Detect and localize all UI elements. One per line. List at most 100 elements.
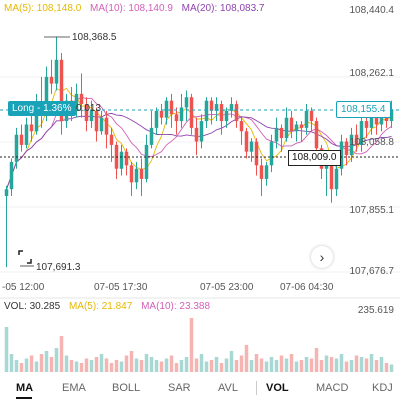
volume-bar <box>359 357 364 372</box>
volume-bar <box>329 357 334 372</box>
volume-bar <box>84 358 89 372</box>
low-price-label: 107,691.3 <box>36 262 81 273</box>
volume-bar <box>74 361 79 372</box>
volume-bar <box>384 363 389 372</box>
volume-bar <box>149 357 154 372</box>
y-tick-4: 107,855.1 <box>349 205 395 216</box>
volume-bar <box>79 363 84 372</box>
volume-bar <box>119 361 124 372</box>
volume-axis-max: 235.619 <box>357 305 394 316</box>
candle-body <box>374 114 379 125</box>
candle-body <box>229 104 234 111</box>
candle-body <box>164 100 169 118</box>
candle-body <box>84 104 89 122</box>
volume-bar <box>324 355 329 372</box>
tab-vol[interactable]: VOL <box>266 382 289 394</box>
volume-value: VOL: 30.285 <box>4 301 61 312</box>
y-tick-1: 108,440.4 <box>349 5 395 16</box>
volume-bar <box>24 358 29 372</box>
volume-bar <box>124 355 129 372</box>
candle-body <box>299 124 304 128</box>
candle-body <box>309 110 314 122</box>
volume-bar <box>169 355 174 372</box>
tab-sar[interactable]: SAR <box>168 382 191 394</box>
candle-body <box>349 134 354 156</box>
candle-body <box>189 97 194 128</box>
candle-body <box>24 124 29 145</box>
candle-body <box>119 151 124 169</box>
candle-body <box>144 144 149 179</box>
volume-bar <box>29 355 34 372</box>
candle-body <box>324 165 329 169</box>
tab-macd[interactable]: MACD <box>316 382 349 394</box>
volume-bar <box>259 358 264 372</box>
candle-body <box>334 168 339 190</box>
ma-legend: MA(5): 108,148.0 MA(10): 108,140.9 MA(20… <box>4 3 270 14</box>
candle-body <box>4 189 9 196</box>
volume-bar <box>344 361 349 372</box>
volume-bar <box>224 358 229 372</box>
candle-body <box>224 110 229 122</box>
volume-bar <box>189 318 194 372</box>
candle-body <box>329 165 334 190</box>
volume-bar <box>174 363 179 372</box>
candle-body <box>129 165 134 183</box>
candle-body <box>254 141 259 166</box>
volume-bar <box>9 354 14 372</box>
candle-body <box>169 100 174 115</box>
volume-bar <box>354 355 359 372</box>
volume-bar <box>374 360 379 372</box>
volume-bar <box>289 354 294 372</box>
volume-bar <box>304 357 309 372</box>
candle-body <box>9 161 14 190</box>
volume-bar <box>99 354 104 372</box>
position-badge[interactable]: Long - 1.36% <box>8 101 76 116</box>
candle-body <box>204 100 209 122</box>
candle-body <box>239 121 244 132</box>
volume-bar <box>209 360 214 372</box>
candle-body <box>89 110 94 122</box>
crop-frame-icon[interactable] <box>18 250 32 264</box>
tab-ma[interactable]: MA <box>16 382 34 394</box>
volume-bar <box>179 360 184 372</box>
candle-body <box>389 109 394 122</box>
candle-body <box>269 141 274 166</box>
candles-layer <box>4 36 394 268</box>
price-chart[interactable] <box>0 0 400 376</box>
indicator-tabs: MA EMA BOLL SAR AVL VOL MACD KDJ <box>0 376 400 400</box>
volume-bar <box>54 348 59 372</box>
candle-body <box>264 165 269 179</box>
high-price-label: 108,368.5 <box>72 32 117 43</box>
candle-body <box>184 97 189 108</box>
tab-avl[interactable]: AVL <box>218 382 238 394</box>
volume-bar <box>164 358 169 372</box>
candle-body <box>134 168 139 183</box>
candle-body <box>209 100 214 111</box>
position-value: 0.013 <box>76 103 102 114</box>
volume-ma10: MA(10): 23.388 <box>141 301 211 312</box>
tab-ema[interactable]: EMA <box>62 382 86 394</box>
chevron-right-icon[interactable]: › <box>311 246 333 268</box>
volume-bar <box>284 358 289 372</box>
tab-separator <box>256 381 257 395</box>
candle-body <box>314 121 319 149</box>
volume-bar <box>379 357 384 372</box>
candle-body <box>179 107 184 122</box>
volume-bar <box>39 354 44 372</box>
volume-bar <box>4 327 9 372</box>
candle-body <box>369 114 374 128</box>
last-price-tag[interactable]: 108,009.0 <box>288 150 341 166</box>
volume-bar <box>364 358 369 372</box>
volume-bar <box>214 357 219 372</box>
tab-kdj[interactable]: KDJ <box>372 382 393 394</box>
volume-bar <box>389 364 394 372</box>
candle-body <box>279 127 284 139</box>
volume-bar <box>309 358 314 372</box>
candle-body <box>344 141 349 156</box>
volume-bar <box>264 361 269 372</box>
volume-bar <box>244 345 249 372</box>
tab-boll[interactable]: BOLL <box>112 382 141 394</box>
candle-body <box>104 117 109 135</box>
volume-bar <box>239 355 244 372</box>
candle-body <box>284 117 289 139</box>
